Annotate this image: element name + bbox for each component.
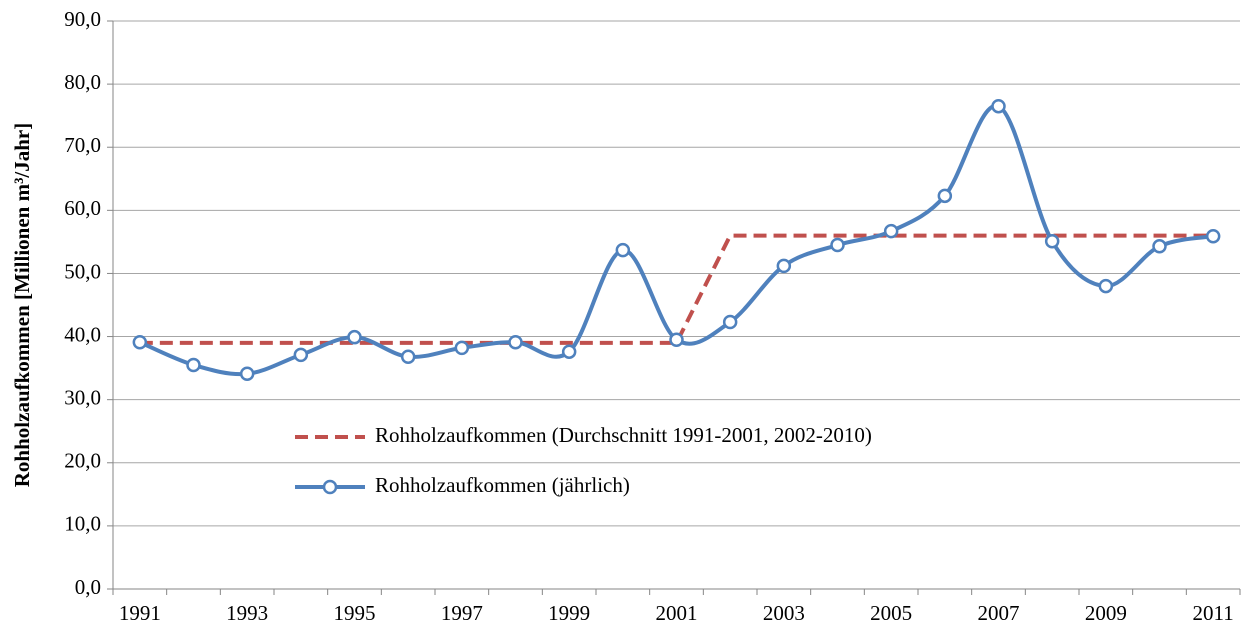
y-tick-label: 50,0 bbox=[64, 259, 101, 283]
y-tick-label: 30,0 bbox=[64, 385, 101, 409]
point-marker bbox=[1098, 278, 1114, 294]
point-marker bbox=[615, 242, 631, 258]
point-marker bbox=[883, 223, 899, 239]
point-marker bbox=[508, 334, 523, 350]
legend-label: Rohholzaufkommen (jährlich) bbox=[375, 473, 630, 497]
x-tick-label: 2011 bbox=[1193, 601, 1234, 625]
point-marker bbox=[1205, 228, 1221, 244]
legend-label: Rohholzaufkommen (Durchschnitt 1991-2001… bbox=[375, 423, 872, 447]
point-marker bbox=[347, 329, 362, 345]
x-tick-label: 2007 bbox=[978, 601, 1020, 625]
x-tick-label: 1991 bbox=[119, 601, 161, 625]
x-tick-label: 2009 bbox=[1085, 601, 1127, 625]
x-tick-label: 1999 bbox=[548, 601, 590, 625]
point-marker bbox=[776, 258, 792, 274]
series-line bbox=[139, 103, 1214, 377]
x-tick-label: 1997 bbox=[441, 601, 483, 625]
y-tick-label: 40,0 bbox=[64, 322, 101, 346]
point-marker bbox=[132, 334, 148, 350]
x-tick-label: 2005 bbox=[870, 601, 912, 625]
series-line bbox=[139, 233, 1214, 345]
point-marker bbox=[1044, 234, 1060, 249]
point-marker bbox=[830, 237, 845, 253]
point-marker bbox=[722, 314, 738, 330]
x-tick-label: 2003 bbox=[763, 601, 805, 625]
y-axis-label: Rohholzaufkommen [Millionen m³/Jahr] bbox=[10, 123, 34, 487]
y-tick-label: 0,0 bbox=[75, 575, 101, 599]
point-marker bbox=[239, 366, 255, 382]
y-tick-label: 10,0 bbox=[64, 512, 101, 536]
x-tick-label: 1993 bbox=[226, 601, 268, 625]
x-tick-label: 1995 bbox=[334, 601, 376, 625]
y-tick-label: 60,0 bbox=[64, 196, 101, 220]
x-tick-label: 2001 bbox=[656, 601, 698, 625]
point-marker bbox=[293, 347, 309, 363]
point-marker bbox=[454, 340, 470, 356]
point-marker bbox=[937, 188, 953, 204]
legend-marker bbox=[322, 479, 338, 495]
y-tick-label: 20,0 bbox=[64, 449, 101, 473]
y-tick-label: 70,0 bbox=[64, 133, 101, 157]
point-marker bbox=[1152, 239, 1167, 254]
point-marker bbox=[186, 357, 201, 373]
point-marker bbox=[561, 344, 577, 359]
point-marker bbox=[991, 98, 1006, 114]
point-marker bbox=[669, 332, 684, 347]
y-tick-label: 80,0 bbox=[64, 70, 101, 94]
y-tick-label: 90,0 bbox=[64, 7, 101, 31]
point-marker bbox=[400, 349, 416, 365]
